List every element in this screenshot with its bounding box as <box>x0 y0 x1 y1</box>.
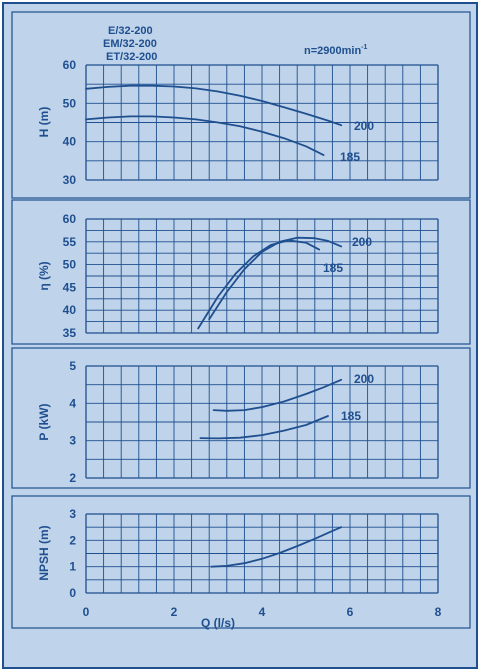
y-tick-label: 4 <box>69 396 76 410</box>
series-label-200: 200 <box>354 372 374 386</box>
y-tick-label: 60 <box>63 212 77 226</box>
y-tick-label: 2 <box>69 471 76 485</box>
y-axis-label: η (%) <box>37 261 51 290</box>
model-label-e: E/32-200 <box>108 25 153 37</box>
panel-frame-1 <box>11 11 471 199</box>
series-line-200 <box>85 84 343 127</box>
y-tick-label: 5 <box>69 359 76 373</box>
series-line-185 <box>85 115 325 156</box>
x-tick-label: 8 <box>435 605 442 619</box>
y-tick-label: 60 <box>63 58 77 72</box>
x-tick-label: 2 <box>171 605 178 619</box>
series-label-185: 185 <box>340 150 360 164</box>
series-line-200 <box>212 378 343 412</box>
y-axis-label: P (kW) <box>37 403 51 440</box>
model-label-em: EM/32-200 <box>103 38 157 50</box>
y-tick-label: 3 <box>69 434 76 448</box>
series-label-185: 185 <box>341 409 361 423</box>
y-tick-label: 30 <box>63 173 77 187</box>
y-axis-label: NPSH (m) <box>37 525 51 580</box>
x-tick-label: 6 <box>347 605 354 619</box>
y-tick-label: 40 <box>63 135 77 149</box>
y-tick-label: 35 <box>63 326 77 340</box>
x-axis-label: Q (l/s) <box>201 616 235 630</box>
y-tick-label: 3 <box>69 507 76 521</box>
series-label-200: 200 <box>352 235 372 249</box>
panel-frame-2 <box>11 199 471 345</box>
y-tick-label: 0 <box>69 586 76 600</box>
x-tick-label: 0 <box>83 605 90 619</box>
panel-frame-4 <box>11 495 471 629</box>
y-tick-label: 40 <box>63 303 77 317</box>
series-label-185: 185 <box>323 261 343 275</box>
y-axis-label: H (m) <box>37 107 51 138</box>
x-tick-label: 4 <box>259 605 266 619</box>
y-tick-label: 45 <box>63 280 77 294</box>
panel-frame-3 <box>11 347 471 489</box>
y-tick-label: 1 <box>69 560 76 574</box>
y-tick-label: 55 <box>63 235 77 249</box>
speed-exponent: -1 <box>361 44 367 51</box>
y-tick-label: 50 <box>63 96 77 110</box>
model-label-et: ET/32-200 <box>106 51 157 63</box>
y-tick-label: 50 <box>63 258 77 272</box>
speed-label: n=2900min-1 <box>304 44 368 57</box>
y-tick-label: 2 <box>69 533 76 547</box>
series-line-185 <box>197 239 321 330</box>
series-line-npsh <box>210 526 343 568</box>
series-line-185 <box>199 415 329 440</box>
series-label-200: 200 <box>354 119 374 133</box>
speed-text: n=2900min <box>304 45 361 57</box>
